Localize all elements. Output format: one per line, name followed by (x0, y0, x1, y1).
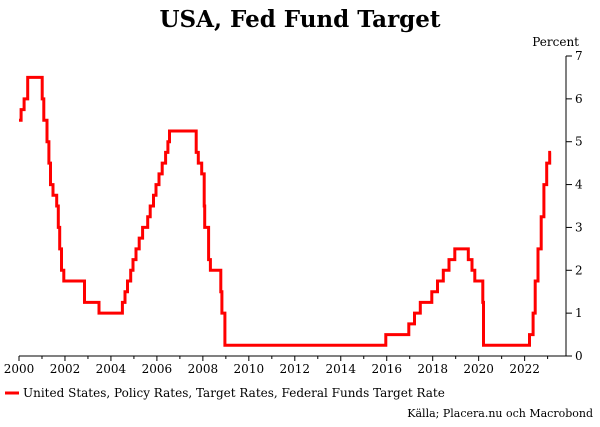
legend-label: United States, Policy Rates, Target Rate… (23, 386, 445, 400)
y-tick-label: 7 (575, 49, 583, 63)
y-axis-unit-label: Percent (532, 35, 579, 49)
y-tick-label: 5 (575, 135, 583, 149)
x-tick-label: 2000 (4, 362, 35, 376)
x-tick-label: 2012 (280, 362, 311, 376)
x-tick-label: 2020 (463, 362, 494, 376)
y-tick-label: 1 (575, 306, 583, 320)
x-tick-label: 2018 (417, 362, 448, 376)
x-axis: 2000 2002 2004 2006 2008 2010 2012 2014 2016 2018… (4, 356, 549, 376)
y-tick-label: 0 (575, 349, 583, 363)
x-tick-label: 2014 (325, 362, 356, 376)
series-line (19, 75, 552, 347)
x-tick-label: 2004 (96, 362, 127, 376)
x-tick-label: 2010 (234, 362, 265, 376)
y-tick-label: 3 (575, 220, 583, 234)
y-tick-label: 6 (575, 92, 583, 106)
x-tick-label: 2006 (142, 362, 173, 376)
axes (19, 56, 567, 357)
x-tick-label: 2016 (371, 362, 402, 376)
x-tick-label: 2008 (188, 362, 219, 376)
y-axis: 0 1 2 3 4 5 6 7 (566, 49, 583, 363)
y-tick-label: 4 (575, 178, 583, 192)
x-tick-label: 2002 (50, 362, 81, 376)
plot-area (19, 75, 552, 347)
chart-title: USA, Fed Fund Target (159, 6, 440, 33)
x-tick-label: 2022 (509, 362, 540, 376)
source-note: Källa; Placera.nu och Macrobond (407, 407, 593, 420)
y-tick-label: 2 (575, 263, 583, 277)
legend: United States, Policy Rates, Target Rate… (5, 386, 445, 400)
